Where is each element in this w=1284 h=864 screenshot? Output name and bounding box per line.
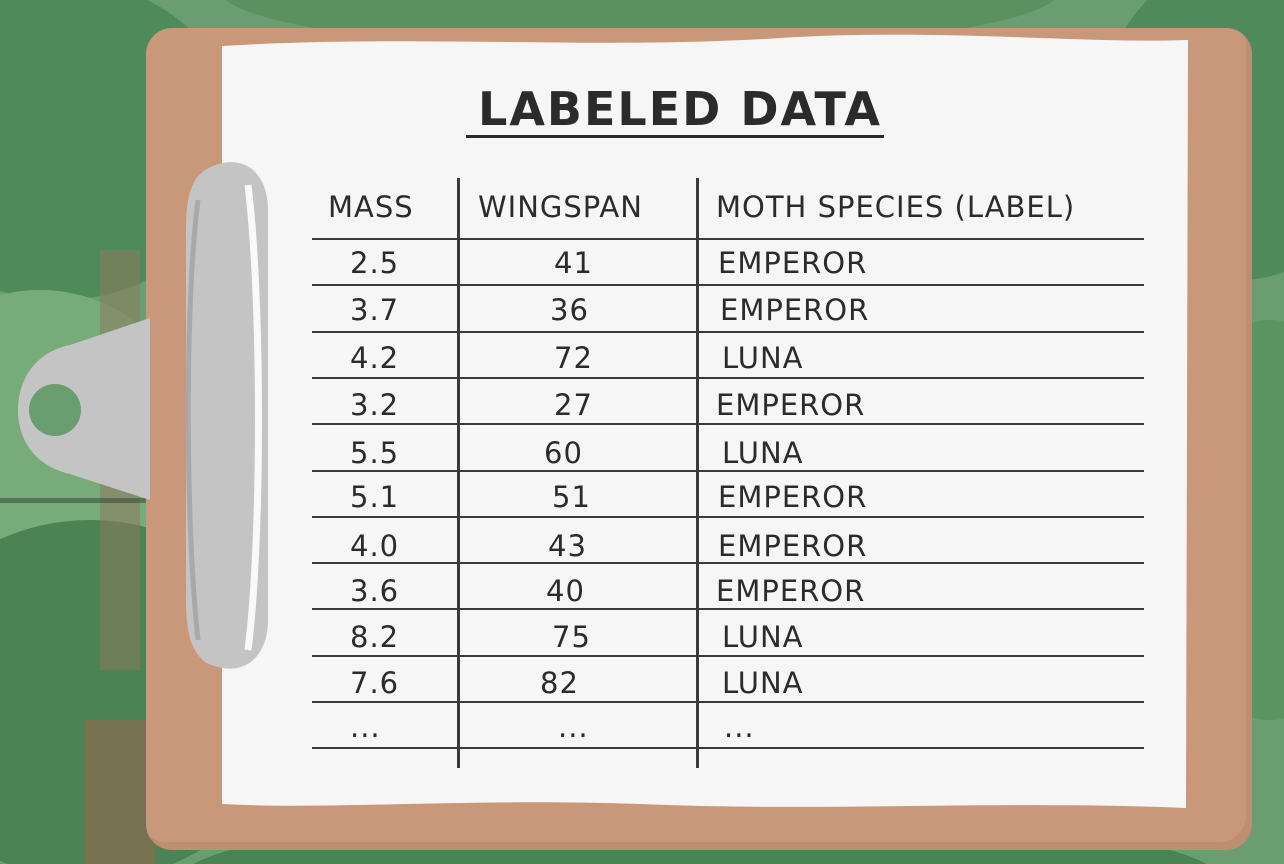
- cell-species: EMPEROR: [716, 388, 866, 422]
- cell-wingspan: 51: [552, 480, 591, 514]
- cell-mass: 5.1: [350, 480, 400, 514]
- page-title: LABELED DATA: [478, 82, 882, 136]
- row-divider: [312, 470, 1144, 472]
- row-divider: [312, 562, 1144, 564]
- data-table: MASS WINGSPAN MOTH SPECIES (LABEL) 2.5 4…: [312, 178, 1144, 770]
- row-divider: [312, 423, 1144, 425]
- row-divider: [312, 331, 1144, 333]
- cell-wingspan: 41: [554, 246, 593, 280]
- row-divider: [312, 516, 1144, 518]
- row-divider: [312, 747, 1144, 749]
- cell-wingspan: 43: [548, 529, 587, 563]
- cell-mass: 7.6: [350, 666, 400, 700]
- cell-species: LUNA: [722, 666, 804, 700]
- row-divider: [312, 608, 1144, 610]
- cell-species: LUNA: [722, 436, 804, 470]
- cell-species: ...: [724, 710, 755, 744]
- cell-species: EMPEROR: [716, 574, 866, 608]
- cell-species: EMPEROR: [718, 246, 868, 280]
- cell-species: LUNA: [722, 341, 804, 375]
- column-divider: [457, 178, 460, 768]
- header-wingspan: WINGSPAN: [478, 190, 643, 224]
- cell-species: EMPEROR: [720, 293, 870, 327]
- cell-wingspan: 36: [550, 293, 589, 327]
- title-underline: [466, 135, 884, 138]
- row-divider: [312, 238, 1144, 240]
- cell-mass: 5.5: [350, 436, 400, 470]
- cell-wingspan: 72: [554, 341, 593, 375]
- cell-wingspan: 27: [554, 388, 593, 422]
- cell-mass: 4.2: [350, 341, 400, 375]
- cell-wingspan: 82: [540, 666, 579, 700]
- cell-species: EMPEROR: [718, 529, 868, 563]
- cell-species: LUNA: [722, 620, 804, 654]
- cell-mass: 8.2: [350, 620, 400, 654]
- cell-mass: 4.0: [350, 529, 400, 563]
- header-mass: MASS: [328, 190, 414, 224]
- row-divider: [312, 701, 1144, 703]
- cell-species: EMPEROR: [718, 480, 868, 514]
- cell-mass: ...: [350, 710, 381, 744]
- cell-wingspan: 60: [544, 436, 583, 470]
- cell-mass: 3.2: [350, 388, 400, 422]
- cell-wingspan: ...: [558, 710, 589, 744]
- column-divider: [696, 178, 699, 768]
- header-moth-species: MOTH SPECIES (LABEL): [716, 190, 1076, 224]
- row-divider: [312, 284, 1144, 286]
- cell-wingspan: 75: [552, 620, 591, 654]
- cell-wingspan: 40: [546, 574, 585, 608]
- cell-mass: 3.7: [350, 293, 400, 327]
- cell-mass: 2.5: [350, 246, 400, 280]
- row-divider: [312, 655, 1144, 657]
- row-divider: [312, 377, 1144, 379]
- cell-mass: 3.6: [350, 574, 400, 608]
